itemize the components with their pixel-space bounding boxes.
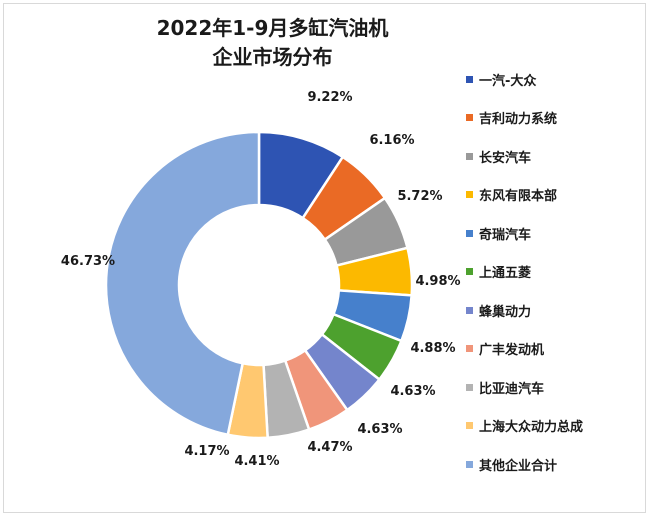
legend-swatch <box>466 460 473 468</box>
legend-label: 东风有限本部 <box>479 189 558 204</box>
legend-label: 广丰发动机 <box>479 343 545 358</box>
legend-label: 长安汽车 <box>479 150 532 166</box>
chart-title-line-2: 企业市场分布 <box>212 45 333 69</box>
legend-swatch <box>466 191 473 198</box>
legend-item-11: 其他企业合计 <box>466 454 557 474</box>
legend-label: 比亚迪汽车 <box>479 381 545 397</box>
legend-label: 上通五菱 <box>479 266 532 281</box>
data-label-8: 4.47% <box>307 440 352 455</box>
legend-swatch <box>466 306 473 314</box>
legend-label: 一汽-大众 <box>479 73 537 89</box>
legend-swatch <box>466 268 473 275</box>
legend-item-5: 奇瑞汽车 <box>466 223 531 243</box>
legend-label: 奇瑞汽车 <box>479 227 532 243</box>
legend-label: 吉利动力系统 <box>479 112 558 127</box>
legend-swatch <box>466 152 473 160</box>
legend-swatch <box>466 345 473 352</box>
data-label-5: 4.88% <box>410 341 455 356</box>
legend-label: 蜂巢动力 <box>479 304 532 320</box>
legend-item-9: 比亚迪汽车 <box>466 377 544 397</box>
legend-item-1: 一汽-大众 <box>466 69 536 89</box>
data-label-11: 46.73% <box>61 254 115 269</box>
legend-item-7: 蜂巢动力 <box>466 300 531 320</box>
data-label-6: 4.63% <box>390 384 435 399</box>
legend-label: 其他企业合计 <box>479 458 558 474</box>
legend-swatch <box>466 383 473 391</box>
data-label-9: 4.41% <box>234 454 279 469</box>
legend-swatch <box>466 229 473 237</box>
data-label-1: 9.22% <box>307 90 352 105</box>
legend-swatch <box>466 114 473 121</box>
legend-item-8: 广丰发动机 <box>466 339 544 359</box>
data-label-2: 6.16% <box>369 133 414 148</box>
legend-item-4: 东风有限本部 <box>466 185 557 205</box>
legend-item-10: 上海大众动力总成 <box>466 416 583 436</box>
chart-title-line-1: 2022年1-9月多缸汽油机 <box>156 16 389 40</box>
legend-item-6: 上通五菱 <box>466 262 531 282</box>
donut-slice-11 <box>104 130 261 437</box>
legend-item-3: 长安汽车 <box>466 146 531 166</box>
data-label-3: 5.72% <box>397 189 442 204</box>
legend-item-2: 吉利动力系统 <box>466 108 557 128</box>
data-label-4: 4.98% <box>415 274 460 289</box>
legend-swatch <box>466 75 473 83</box>
data-label-10: 4.17% <box>184 444 229 459</box>
legend-swatch <box>466 422 473 429</box>
data-label-7: 4.63% <box>357 422 402 437</box>
legend-label: 上海大众动力总成 <box>479 420 584 435</box>
